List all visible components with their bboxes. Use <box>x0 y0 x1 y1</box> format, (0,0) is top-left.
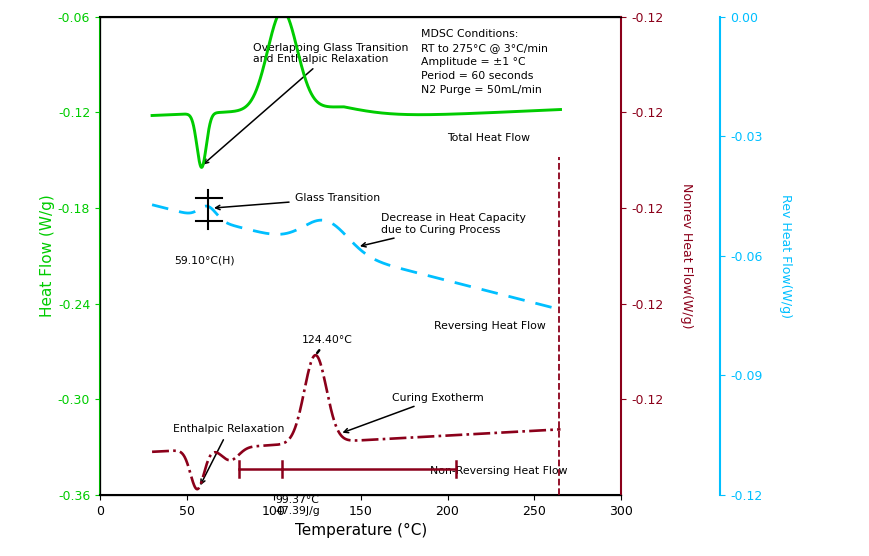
Text: 124.40°C: 124.40°C <box>302 335 353 353</box>
Text: 99.37°C
47.39J/g: 99.37°C 47.39J/g <box>275 495 320 517</box>
Text: Decrease in Heat Capacity
due to Curing Process: Decrease in Heat Capacity due to Curing … <box>362 213 527 247</box>
Y-axis label: Heat Flow (W/g): Heat Flow (W/g) <box>40 195 55 317</box>
Text: Curing Exotherm: Curing Exotherm <box>344 393 484 433</box>
Text: Non-Reversing Heat Flow: Non-Reversing Heat Flow <box>430 466 567 476</box>
Y-axis label: Nonrev Heat Flow(W/g): Nonrev Heat Flow(W/g) <box>680 183 693 329</box>
Text: Total Heat Flow: Total Heat Flow <box>448 133 531 143</box>
Text: 59.10°C(H): 59.10°C(H) <box>175 256 235 266</box>
Y-axis label: Rev Heat Flow(W/g): Rev Heat Flow(W/g) <box>779 193 793 318</box>
Text: MDSC Conditions:
RT to 275°C @ 3°C/min
Amplitude = ±1 °C
Period = 60 seconds
N2 : MDSC Conditions: RT to 275°C @ 3°C/min A… <box>421 29 547 95</box>
Text: Enthalpic Relaxation: Enthalpic Relaxation <box>173 424 284 484</box>
Text: Reversing Heat Flow: Reversing Heat Flow <box>434 321 546 331</box>
Text: Glass Transition: Glass Transition <box>216 193 380 210</box>
X-axis label: Temperature (°C): Temperature (°C) <box>295 523 427 538</box>
Text: Overlapping Glass Transition
and Enthalpic Relaxation: Overlapping Glass Transition and Enthalp… <box>204 43 408 163</box>
